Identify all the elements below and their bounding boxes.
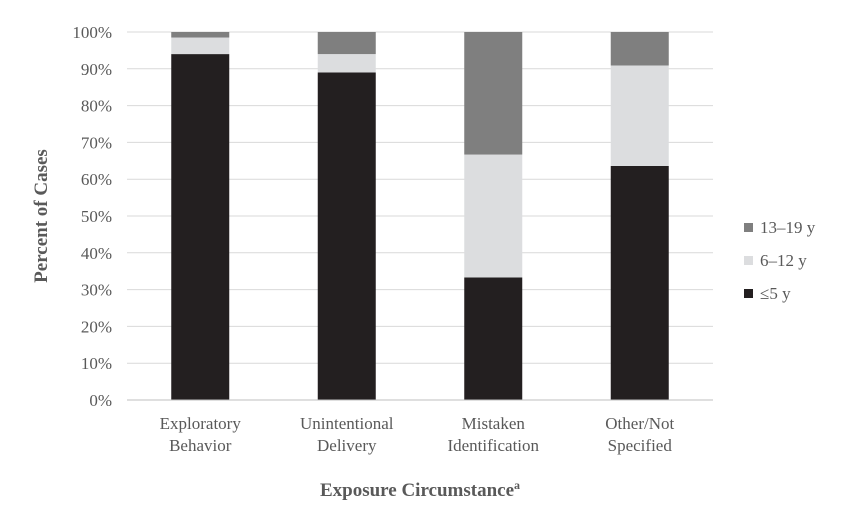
legend-label: 13–19 y (760, 218, 816, 237)
bar-segment (317, 32, 376, 55)
y-tick-label: 70% (81, 133, 112, 152)
legend-item: 13–19 y (744, 218, 816, 237)
y-axis-tick-labels: 0% 10% 20% 30% 40% 50% 60% 70% 80% 90% 100% (72, 23, 112, 410)
bar-segment (610, 65, 669, 166)
x-axis-title-text: Exposure Circumstance (320, 480, 514, 501)
legend-label: ≤5 y (760, 284, 791, 303)
y-tick-label: 0% (89, 391, 112, 410)
legend-item: 6–12 y (744, 251, 807, 270)
y-tick-label: 20% (81, 317, 112, 336)
x-category-label: Other/Not Specified (605, 414, 674, 455)
legend-swatch (744, 289, 753, 298)
bar-segment (610, 32, 669, 66)
y-tick-label: 40% (81, 244, 112, 263)
y-tick-label: 30% (81, 281, 112, 300)
bar-segment (171, 37, 230, 55)
bars (171, 32, 669, 400)
x-axis-title: Exposure Circumstancea (320, 478, 520, 501)
y-tick-label: 100% (72, 23, 112, 42)
bar-segment (317, 54, 376, 73)
bar-segment (610, 165, 669, 400)
y-tick-label: 50% (81, 207, 112, 226)
y-tick-label: 10% (81, 354, 112, 373)
y-tick-label: 80% (81, 97, 112, 116)
bar-segment (464, 154, 523, 278)
y-tick-label: 90% (81, 60, 112, 79)
bar-segment (464, 277, 523, 400)
legend-item: ≤5 y (744, 284, 791, 303)
x-category-label: Exploratory Behavior (160, 414, 242, 455)
y-axis-title: Percent of Cases (31, 149, 52, 283)
x-category-label: Mistaken Identification (447, 414, 539, 455)
bar-segment (171, 32, 230, 38)
legend-swatch (744, 256, 753, 265)
bar-segment (464, 32, 523, 155)
x-axis-title-superscript: a (514, 478, 520, 492)
bar-segment (317, 72, 376, 400)
legend-swatch (744, 223, 753, 232)
y-tick-label: 60% (81, 170, 112, 189)
bar-segment (171, 54, 230, 400)
legend-label: 6–12 y (760, 251, 807, 270)
x-category-label: Unintentional Delivery (300, 414, 394, 455)
legend: 13–19 y 6–12 y ≤5 y (744, 218, 816, 303)
x-axis-category-labels: Exploratory Behavior Unintentional Delivery… (160, 414, 675, 455)
